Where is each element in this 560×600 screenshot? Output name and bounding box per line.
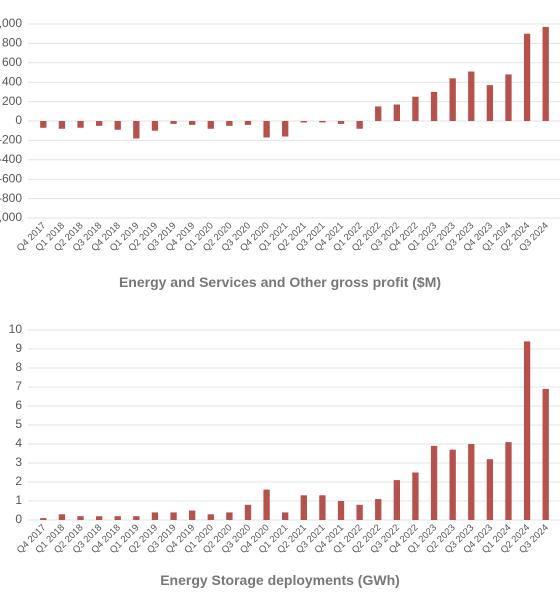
y-tick-label: 4	[15, 436, 22, 450]
bar	[58, 514, 66, 520]
y-tick-label: 7	[15, 379, 22, 393]
bar	[505, 74, 512, 121]
bar	[207, 121, 214, 129]
y-tick-label: -800	[0, 191, 22, 205]
bar	[356, 121, 363, 129]
bar	[486, 85, 494, 121]
bar	[505, 442, 512, 520]
y-tick-label: 1,000	[0, 16, 22, 30]
bar	[300, 121, 307, 123]
bar	[542, 26, 549, 121]
y-tick-label: 2	[15, 474, 22, 488]
bar	[319, 121, 326, 123]
bar	[337, 121, 345, 124]
bar	[226, 121, 233, 126]
bar	[282, 512, 289, 520]
bar	[412, 96, 419, 121]
y-tick-label: -1,000	[0, 210, 22, 224]
bar	[151, 512, 159, 520]
bar	[40, 121, 47, 128]
bar	[188, 121, 196, 125]
bar	[40, 518, 47, 520]
bar	[430, 91, 438, 121]
bar	[188, 510, 196, 520]
bar	[133, 121, 140, 139]
y-tick-label: 6	[15, 398, 22, 412]
bar	[486, 459, 494, 520]
bar	[412, 472, 419, 520]
bar	[375, 499, 382, 520]
bar	[468, 71, 475, 121]
chart-title: Energy Storage deployments (GWh)	[160, 572, 400, 588]
y-tick-label: 0	[15, 113, 22, 127]
bar	[170, 121, 177, 124]
bar	[393, 104, 401, 121]
bar	[77, 516, 84, 520]
bar	[468, 444, 475, 520]
bar	[356, 504, 363, 520]
y-tick-label: 3	[15, 455, 22, 469]
y-tick-label: 400	[2, 74, 22, 88]
chart-title: Energy and Services and Other gross prof…	[119, 274, 441, 290]
bar	[95, 121, 103, 126]
y-tick-label: 800	[2, 36, 22, 50]
bar	[449, 449, 456, 520]
bar	[542, 388, 549, 520]
bar	[337, 501, 345, 520]
bar	[319, 495, 326, 520]
bar	[430, 445, 438, 520]
bar	[523, 33, 531, 122]
y-tick-label: -200	[0, 133, 22, 147]
y-tick-label: 5	[15, 417, 22, 431]
bar	[207, 514, 214, 520]
y-tick-label: 8	[15, 360, 22, 374]
y-tick-label: 10	[9, 322, 23, 336]
bar	[375, 106, 382, 121]
bar	[77, 121, 84, 128]
bar	[151, 121, 159, 131]
bar	[300, 495, 307, 520]
bar	[282, 121, 289, 137]
y-tick-label: 200	[2, 94, 22, 108]
bar	[393, 480, 401, 520]
bar	[263, 489, 270, 520]
y-tick-label: 9	[15, 341, 22, 355]
bar	[95, 516, 103, 520]
bar	[263, 121, 270, 138]
bar	[133, 516, 140, 520]
y-tick-label: 1	[15, 493, 22, 507]
bar	[226, 512, 233, 520]
y-tick-label: -400	[0, 152, 22, 166]
y-tick-label: 600	[2, 55, 22, 69]
bar	[114, 516, 121, 520]
y-tick-label: 0	[15, 512, 22, 526]
y-tick-label: -600	[0, 171, 22, 185]
bar	[449, 78, 456, 121]
bar	[523, 341, 531, 520]
bar	[244, 121, 252, 125]
bar	[58, 121, 66, 129]
bar	[170, 512, 177, 520]
bar	[244, 504, 252, 520]
bar	[114, 121, 121, 130]
